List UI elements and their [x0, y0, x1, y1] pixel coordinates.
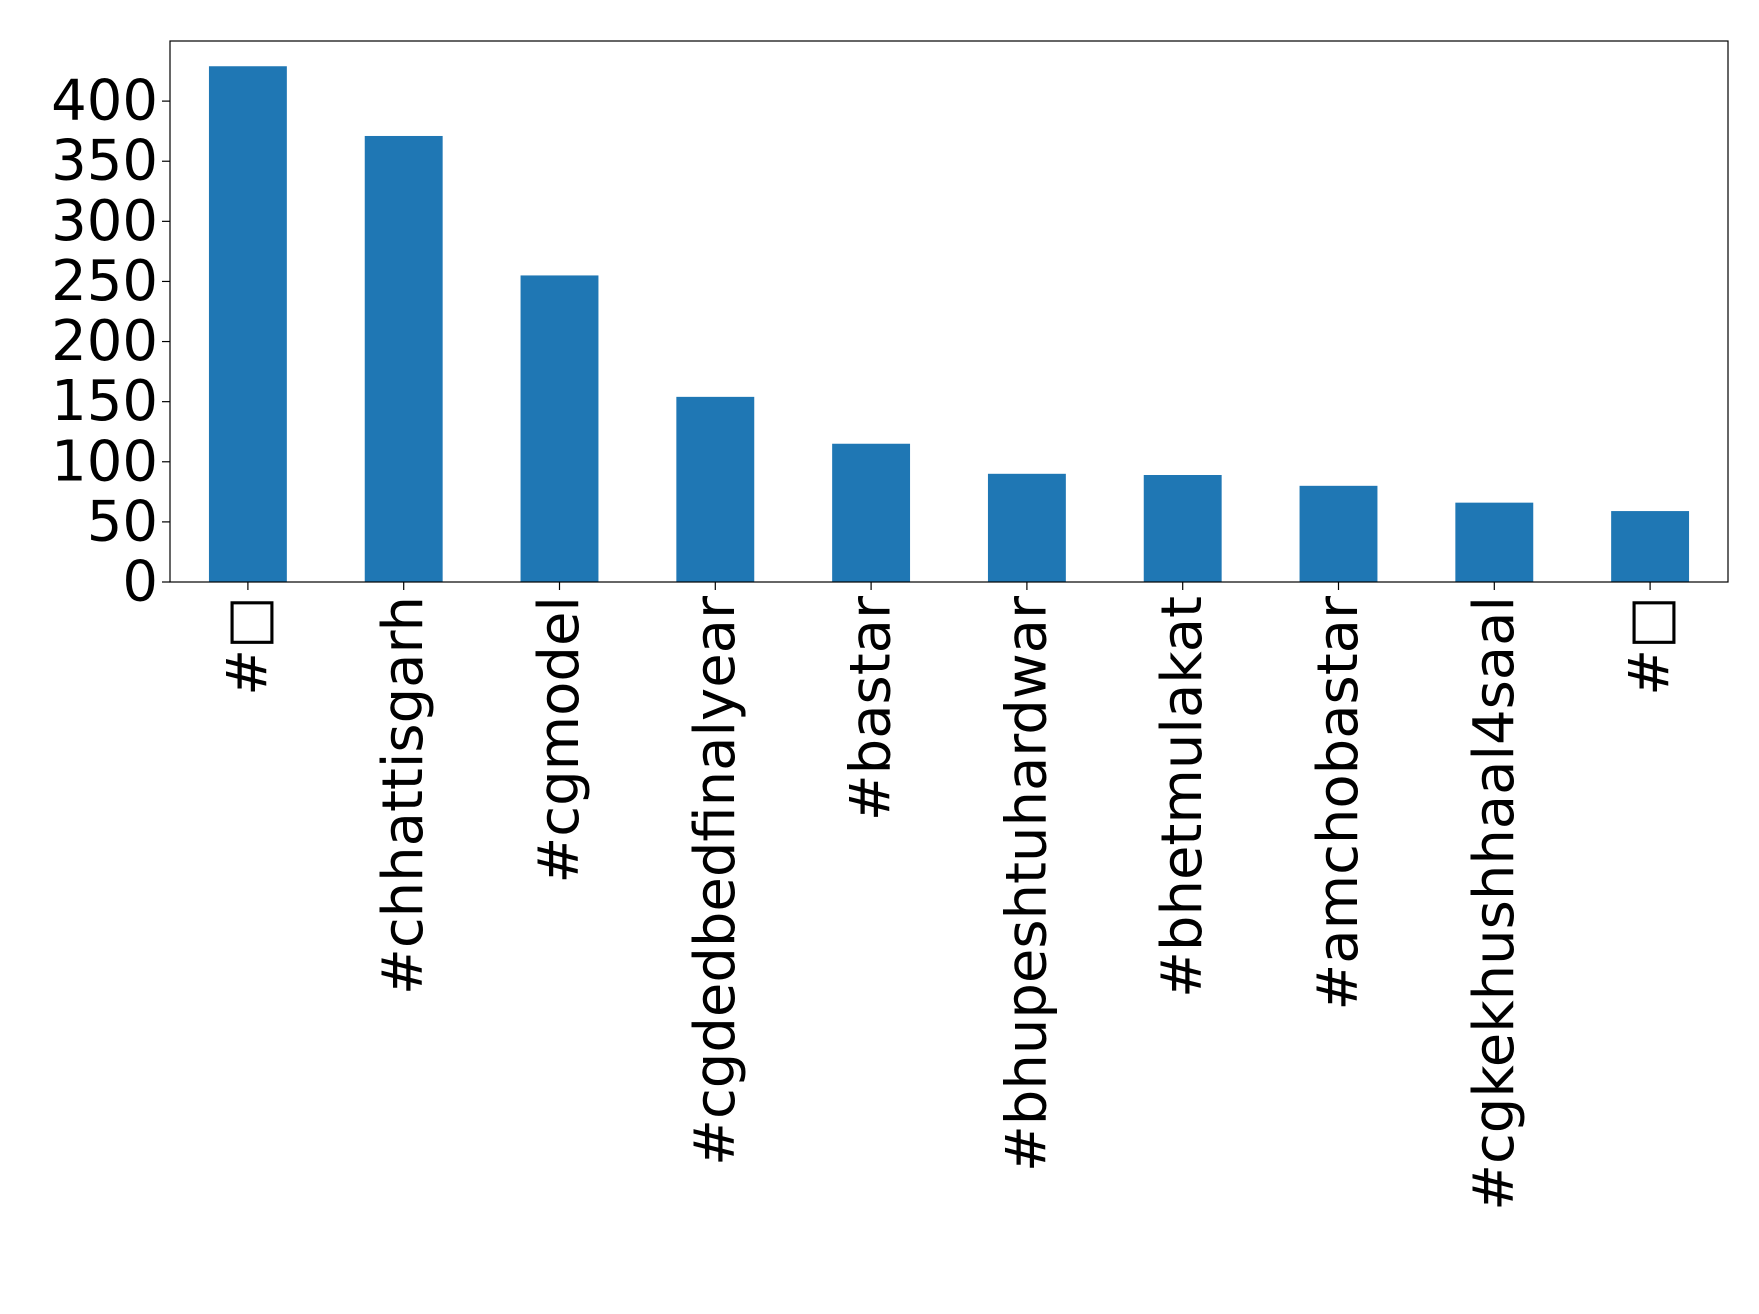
bar: [1143, 475, 1222, 582]
bar: [987, 473, 1066, 582]
bar: [676, 396, 755, 582]
y-tick-label: 0: [122, 550, 158, 615]
x-tick-label: #bhetmulakat: [1150, 596, 1215, 998]
y-tick-label: 150: [51, 369, 158, 434]
y-tick-label: 400: [51, 69, 158, 134]
y-tick-label: 300: [51, 189, 158, 254]
bar: [832, 443, 911, 582]
bar: [520, 275, 599, 582]
x-tick-label: #cgdedbedfinalyear: [683, 595, 748, 1166]
bar: [364, 135, 443, 582]
y-tick-label: 200: [51, 309, 158, 374]
x-tick-label: #chhattisgarh: [371, 596, 436, 995]
x-tick-label: #bhupeshtuhardwar: [994, 595, 1059, 1172]
x-tick-label: #amchobastar: [1306, 595, 1371, 1011]
bar: [1455, 502, 1534, 582]
y-tick-label: 50: [87, 489, 158, 554]
x-tick-label: #□: [1618, 596, 1683, 696]
y-tick-label: 100: [51, 429, 158, 494]
bar: [1299, 485, 1378, 582]
x-tick-label: #cgmodel: [527, 596, 592, 884]
x-tick-label: #bastar: [839, 595, 904, 821]
bar: [208, 66, 287, 583]
bar: [1611, 511, 1690, 582]
x-tick-label: #□: [215, 596, 280, 696]
y-tick-label: 350: [51, 129, 158, 194]
x-tick-label: #cgkekhushhaal4saal: [1462, 596, 1527, 1211]
y-tick-label: 250: [51, 249, 158, 314]
plot-frame: [169, 40, 1729, 583]
